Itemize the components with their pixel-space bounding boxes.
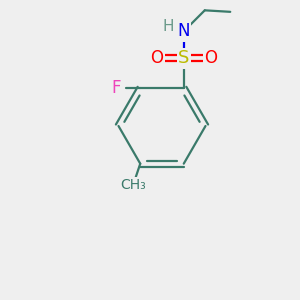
Text: N: N	[178, 22, 190, 40]
Text: H: H	[162, 19, 174, 34]
Text: O: O	[204, 49, 217, 67]
Text: F: F	[112, 79, 121, 97]
Text: CH₃: CH₃	[120, 178, 146, 192]
Text: O: O	[150, 49, 163, 67]
Text: S: S	[178, 49, 189, 67]
